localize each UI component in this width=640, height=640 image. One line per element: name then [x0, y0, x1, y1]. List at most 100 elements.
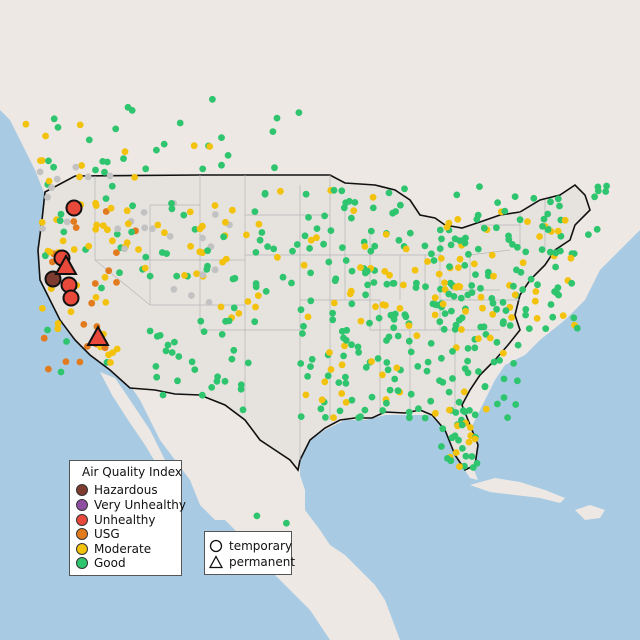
station-point	[270, 245, 278, 253]
station-point	[382, 231, 390, 238]
station-point	[45, 157, 52, 165]
station-point	[438, 443, 445, 450]
station-point	[355, 414, 363, 421]
station-point	[251, 318, 259, 326]
station-point	[99, 222, 107, 230]
station-point	[422, 283, 429, 291]
station-point	[476, 183, 483, 191]
station-point	[330, 299, 338, 307]
station-point	[405, 322, 413, 329]
station-point	[313, 234, 320, 242]
station-point	[208, 384, 216, 391]
station-point	[436, 377, 443, 384]
station-point	[22, 120, 30, 128]
station-point	[538, 246, 546, 254]
legend-label: Very Unhealthy	[94, 498, 186, 512]
station-point	[80, 321, 88, 328]
station-point	[318, 396, 326, 404]
station-point	[330, 186, 338, 194]
station-point	[218, 134, 225, 142]
station-point	[387, 311, 395, 319]
station-point	[486, 334, 494, 342]
station-point	[456, 255, 464, 263]
station-point	[120, 155, 127, 163]
station-point	[471, 435, 479, 443]
station-point	[243, 231, 250, 239]
station-point	[342, 379, 350, 387]
station-point	[439, 300, 447, 308]
station-point	[199, 165, 207, 173]
station-point	[504, 414, 511, 421]
station-point	[405, 337, 413, 345]
station-point	[41, 252, 49, 260]
station-point	[445, 219, 453, 227]
station-point	[570, 314, 578, 322]
station-point	[339, 244, 346, 252]
station-point	[431, 311, 439, 319]
station-point	[304, 313, 312, 321]
station-point	[200, 328, 208, 335]
station-point	[72, 224, 80, 232]
station-point	[128, 228, 136, 236]
station-point	[411, 266, 419, 274]
station-point	[573, 324, 581, 332]
station-point	[370, 279, 378, 286]
station-point	[457, 294, 465, 302]
station-point	[567, 254, 575, 262]
usg-swatch	[76, 528, 88, 540]
station-point	[254, 292, 262, 299]
station-point	[493, 305, 500, 313]
station-point	[386, 271, 393, 279]
station-point	[474, 245, 482, 253]
station-point	[510, 282, 517, 290]
station-point	[424, 258, 431, 265]
station-point	[552, 263, 559, 271]
station-point	[140, 209, 148, 216]
station-point	[506, 322, 514, 329]
station-point	[261, 190, 269, 198]
station-point	[591, 193, 598, 201]
station-point	[206, 143, 214, 150]
station-point	[146, 272, 154, 280]
station-point	[222, 218, 229, 226]
station-point	[439, 425, 447, 433]
station-point	[171, 338, 178, 346]
station-point	[70, 218, 78, 225]
station-point	[153, 146, 160, 154]
station-point	[383, 359, 391, 366]
station-triangle-large	[86, 324, 110, 346]
station-point	[112, 125, 120, 133]
station-point	[273, 114, 281, 122]
station-point	[407, 390, 415, 398]
station-point	[544, 226, 552, 234]
station-point	[348, 341, 355, 349]
station-point	[406, 229, 414, 237]
station-point	[124, 103, 132, 111]
station-point	[452, 283, 460, 291]
station-point	[299, 330, 306, 337]
station-point	[400, 281, 407, 289]
station-point	[57, 210, 65, 218]
station-point	[554, 195, 562, 203]
station-point	[252, 280, 260, 287]
station-point	[335, 379, 343, 386]
station-point	[436, 318, 444, 326]
station-point	[237, 381, 245, 389]
station-point	[203, 266, 211, 273]
station-point	[217, 303, 225, 311]
station-point	[105, 267, 113, 275]
station-point	[131, 173, 139, 181]
station-point	[271, 164, 278, 172]
station-point	[302, 190, 310, 198]
station-point	[92, 199, 99, 207]
station-point	[455, 264, 462, 271]
station-point	[124, 220, 132, 228]
station-point	[382, 301, 389, 309]
station-point	[449, 375, 456, 382]
station-point	[99, 158, 107, 165]
station-point	[76, 173, 83, 181]
station-point	[512, 401, 520, 408]
station-point	[458, 421, 466, 429]
station-point	[211, 202, 219, 209]
station-point	[307, 269, 314, 277]
